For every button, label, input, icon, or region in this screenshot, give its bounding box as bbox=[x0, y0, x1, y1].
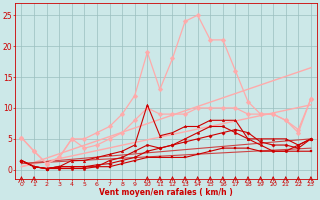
X-axis label: Vent moyen/en rafales ( km/h ): Vent moyen/en rafales ( km/h ) bbox=[99, 188, 233, 197]
